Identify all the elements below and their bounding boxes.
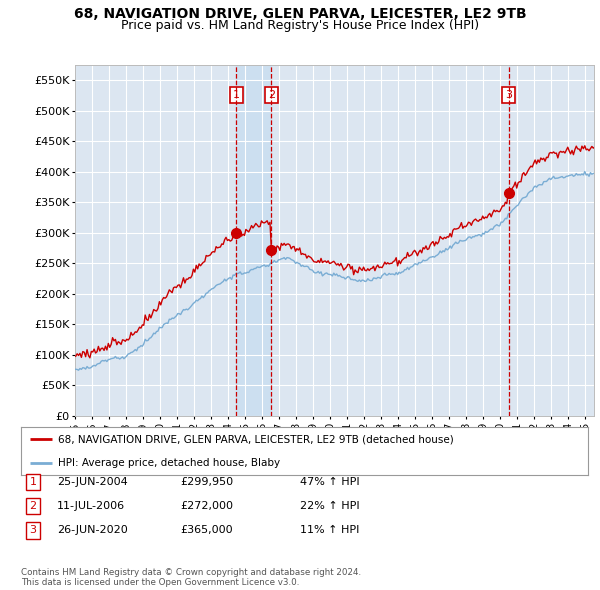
Text: 22% ↑ HPI: 22% ↑ HPI [300,502,359,511]
Text: 68, NAVIGATION DRIVE, GLEN PARVA, LEICESTER, LE2 9TB: 68, NAVIGATION DRIVE, GLEN PARVA, LEICES… [74,7,526,21]
Text: 1: 1 [29,477,37,487]
Text: 3: 3 [505,90,512,100]
Text: 25-JUN-2004: 25-JUN-2004 [57,477,128,487]
Text: 11% ↑ HPI: 11% ↑ HPI [300,526,359,535]
Text: 2: 2 [268,90,275,100]
Text: 1: 1 [233,90,240,100]
Text: 47% ↑ HPI: 47% ↑ HPI [300,477,359,487]
Text: 11-JUL-2006: 11-JUL-2006 [57,502,125,511]
Text: 26-JUN-2020: 26-JUN-2020 [57,526,128,535]
Text: 68, NAVIGATION DRIVE, GLEN PARVA, LEICESTER, LE2 9TB (detached house): 68, NAVIGATION DRIVE, GLEN PARVA, LEICES… [58,434,454,444]
Text: 3: 3 [29,526,37,535]
Text: £299,950: £299,950 [180,477,233,487]
Text: HPI: Average price, detached house, Blaby: HPI: Average price, detached house, Blab… [58,458,280,468]
Text: Contains HM Land Registry data © Crown copyright and database right 2024.
This d: Contains HM Land Registry data © Crown c… [21,568,361,587]
Text: £272,000: £272,000 [180,502,233,511]
Text: Price paid vs. HM Land Registry's House Price Index (HPI): Price paid vs. HM Land Registry's House … [121,19,479,32]
Text: £365,000: £365,000 [180,526,233,535]
Text: 2: 2 [29,502,37,511]
Bar [236,65,271,416]
